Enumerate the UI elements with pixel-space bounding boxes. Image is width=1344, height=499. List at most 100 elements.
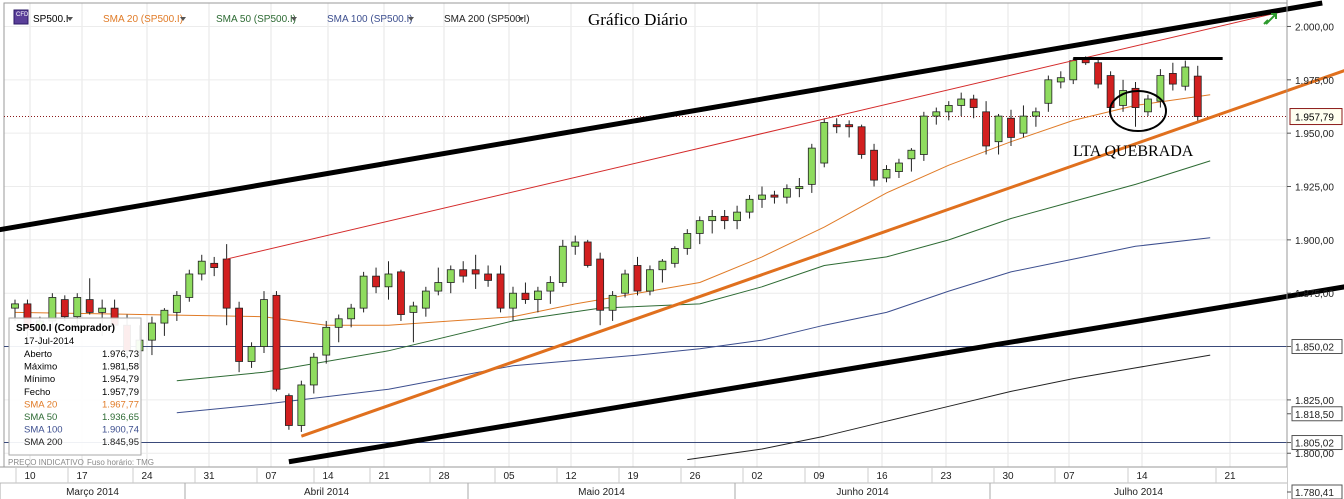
- info-row-value: 1.936,65: [102, 412, 139, 423]
- candle-body: [944, 105, 953, 113]
- candle-body: [907, 149, 916, 160]
- y-tick-label: 1.925,00: [1295, 183, 1334, 194]
- legend-item[interactable]: SMA 100 (SP500.I): [327, 14, 413, 25]
- info-row-value: 1.976,73: [102, 349, 139, 360]
- month-label: Maio 2014: [578, 487, 625, 498]
- candle-body: [334, 318, 343, 328]
- candle-body: [98, 307, 107, 313]
- red-trend-line: [226, 4, 1310, 260]
- x-tick-label: 24: [141, 471, 153, 482]
- candle-body: [1168, 73, 1177, 85]
- channel-upper-line: [0, 0, 1323, 233]
- info-row-label: SMA 100: [24, 425, 63, 436]
- sma20-line: [14, 94, 1211, 326]
- candle-body: [11, 303, 19, 309]
- x-tick-label: 28: [438, 471, 450, 482]
- legend: CFD SP500.I SMA 20 (SP500.I) SMA 50 (SP500…: [13, 9, 530, 25]
- symbol-icon-text: CFD: [16, 12, 29, 18]
- x-tick-label: 02: [751, 471, 763, 482]
- candle-body: [235, 307, 244, 362]
- legend-item[interactable]: SMA 50 (SP500.I): [216, 14, 296, 25]
- sma50-line: [176, 160, 1211, 382]
- legend-item[interactable]: SP500.I: [33, 14, 69, 25]
- candle-body: [895, 162, 903, 172]
- candle-body: [272, 294, 281, 390]
- legend-item[interactable]: SMA 200 (SP500.I): [444, 14, 530, 25]
- candle-body: [1181, 66, 1190, 87]
- candle-body: [297, 384, 306, 426]
- x-tick-label: 17: [76, 471, 88, 482]
- candle-body: [695, 220, 704, 234]
- legend-item[interactable]: SMA 20 (SP500.I): [103, 14, 183, 25]
- info-row-value: 1.981,58: [102, 362, 139, 373]
- info-row-label: Mínimo: [24, 374, 55, 385]
- candle-body: [148, 322, 156, 341]
- candle-body: [758, 194, 766, 200]
- chart-title: Gráfico Diário: [588, 10, 688, 29]
- candle-body: [596, 258, 605, 311]
- candle-body: [982, 111, 990, 147]
- month-label: Julho 2014: [1114, 487, 1163, 498]
- y-tick-label: 1.800,00: [1295, 449, 1334, 460]
- candle-body: [646, 269, 654, 292]
- candle-body: [284, 395, 293, 426]
- candle-body: [160, 309, 169, 324]
- info-row-value: 1.900,74: [102, 425, 139, 436]
- candle-body: [558, 245, 567, 283]
- candle-body: [260, 299, 268, 347]
- candle-body: [807, 147, 816, 185]
- footer-timezone: Fuso horário: TMG: [87, 458, 154, 467]
- x-tick-label: 16: [876, 471, 888, 482]
- candle-body: [60, 299, 69, 318]
- chevron-down-icon: [408, 17, 414, 21]
- channel-lower-line: [288, 284, 1344, 465]
- candle-body: [1144, 98, 1152, 113]
- candle-body: [670, 247, 679, 264]
- uptrend-line: [300, 69, 1344, 438]
- expand-arrow-icon[interactable]: [1263, 13, 1277, 25]
- candle-body: [770, 194, 779, 198]
- y-tick-label: 1.900,00: [1295, 236, 1334, 247]
- candle-body: [409, 305, 418, 313]
- sma200-line: [687, 354, 1211, 461]
- x-tick-label: 05: [503, 471, 515, 482]
- candle-body: [658, 260, 667, 271]
- info-row-label: SMA 50: [24, 412, 57, 423]
- chevron-down-icon: [67, 17, 73, 21]
- x-tick-label: 21: [378, 471, 390, 482]
- y-label-box: [1291, 435, 1343, 451]
- candle-body: [73, 297, 82, 318]
- candles: [11, 56, 1202, 432]
- y-tick-label: 1.825,00: [1295, 396, 1334, 407]
- footer-indicative: PREÇO INDICATIVO: [8, 458, 84, 467]
- drawings: [0, 0, 1344, 465]
- horizontal-lines: [4, 116, 1287, 444]
- candle-body: [870, 149, 878, 181]
- info-row-value: 1.957,79: [102, 387, 139, 398]
- chevron-down-icon: [180, 17, 186, 21]
- candle-body: [397, 271, 405, 315]
- candle-body: [1032, 111, 1040, 117]
- x-tick-label: 14: [322, 471, 334, 482]
- candle-body: [832, 124, 841, 128]
- candle-body: [1044, 79, 1053, 104]
- candle-body: [608, 294, 617, 311]
- candle-body: [1056, 77, 1065, 83]
- y-label-box: [1291, 484, 1343, 499]
- candle-body: [48, 297, 57, 322]
- info-box-title: SP500.I (Comprador): [16, 323, 115, 334]
- info-row-label: SMA 200: [24, 437, 63, 448]
- candle-body: [484, 273, 493, 281]
- candle-body: [708, 215, 717, 222]
- candle-body: [820, 122, 829, 164]
- candle-body: [932, 111, 941, 117]
- sma100-line: [176, 237, 1211, 414]
- y-tick-label: 2.000,00: [1295, 22, 1334, 33]
- candle-body: [571, 241, 580, 247]
- candle-body: [733, 211, 741, 222]
- candle-body: [1019, 115, 1028, 134]
- candle-body: [745, 198, 754, 213]
- candle-body: [583, 241, 592, 266]
- candle-body: [197, 260, 206, 275]
